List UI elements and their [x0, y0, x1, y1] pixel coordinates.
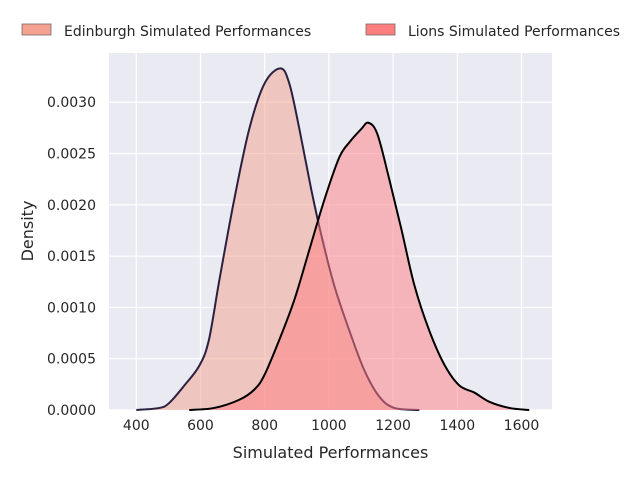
y-tick-label: 0.0025: [47, 147, 96, 163]
y-tick-label: 0.0020: [47, 198, 96, 214]
y-axis-label: Density: [18, 201, 37, 262]
x-tick-label: 1600: [504, 418, 540, 434]
legend-label-lions: Lions Simulated Performances: [408, 24, 620, 40]
kde-line-lions: [189, 121, 530, 411]
kde-area-lions: [189, 122, 530, 410]
legend-swatch-lions: [365, 23, 396, 36]
legend-swatch-edinburgh: [21, 23, 52, 36]
y-ticks: 0.0000 0.0005 0.0010 0.0015 0.0020 0.0025 0.00…: [47, 95, 96, 419]
x-tick-label: 1200: [375, 418, 411, 434]
kde-area-edinburgh: [136, 68, 420, 410]
legend-label-edinburgh: Edinburgh Simulated Performances: [64, 24, 311, 40]
y-tick-label: 0.0005: [47, 352, 96, 368]
x-tick-label: 600: [187, 418, 214, 434]
y-tick-label: 0.0030: [47, 95, 96, 111]
x-tick-label: 1400: [439, 418, 475, 434]
y-tick-label: 0.0000: [47, 403, 96, 419]
x-tick-label: 1000: [311, 418, 347, 434]
series-layer: [136, 67, 530, 411]
x-axis-label: Simulated Performances: [233, 443, 429, 462]
x-tick-label: 400: [123, 418, 150, 434]
legend: Edinburgh Simulated Performances Lions S…: [21, 23, 620, 40]
x-tick-label: 800: [251, 418, 278, 434]
y-tick-label: 0.0010: [47, 300, 96, 316]
y-tick-label: 0.0015: [47, 249, 96, 265]
x-ticks: 400 600 800 1000 1200 1400 1600: [123, 418, 539, 434]
